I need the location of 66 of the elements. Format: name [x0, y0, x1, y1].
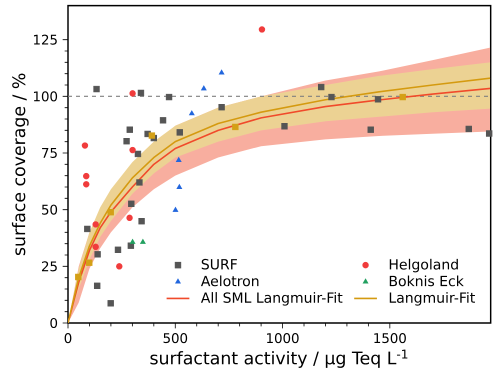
y-tick-label: 50 — [42, 204, 58, 215]
point — [107, 208, 114, 216]
point — [201, 85, 207, 90]
point — [83, 172, 90, 180]
point — [328, 94, 335, 100]
point — [92, 221, 99, 228]
point — [116, 263, 122, 270]
point — [94, 282, 100, 290]
point — [92, 244, 99, 250]
point — [93, 86, 100, 92]
point — [486, 130, 492, 137]
point — [368, 126, 374, 133]
y-tick-label: 25 — [42, 261, 57, 272]
point — [86, 260, 92, 266]
x-tick-label: 0 — [64, 333, 72, 344]
point — [128, 200, 134, 207]
point — [172, 206, 178, 212]
point — [374, 96, 382, 102]
point — [114, 246, 122, 253]
x-tick-label: 500 — [164, 333, 188, 344]
point — [176, 129, 183, 136]
legend-label: Boknis Eck — [390, 275, 464, 286]
point — [107, 300, 114, 306]
point — [94, 251, 101, 258]
point — [166, 94, 172, 100]
point — [318, 84, 324, 90]
point — [176, 157, 182, 162]
legend-label: Helgoland — [390, 258, 458, 272]
point — [399, 94, 406, 100]
x-tick-label: 1500 — [374, 333, 406, 344]
point — [136, 179, 143, 186]
point — [148, 132, 156, 139]
point — [84, 226, 91, 232]
point — [123, 138, 130, 144]
point — [129, 90, 136, 97]
legend-label: All SML Langmuir-Fit — [200, 292, 342, 306]
x-axis-title: surfactant activity / µg Teq L$^{-1}$ — [150, 350, 408, 368]
point — [83, 181, 90, 188]
point — [160, 117, 166, 124]
point — [218, 104, 225, 110]
point — [218, 70, 224, 74]
point — [188, 110, 195, 116]
point — [82, 142, 88, 149]
point — [138, 218, 145, 224]
point — [130, 238, 136, 244]
legend-label: Langmuir-Fit — [390, 292, 475, 306]
y-tick-label: 0 — [50, 318, 58, 328]
legend-label: SURF — [202, 258, 237, 270]
point — [140, 238, 146, 244]
point — [281, 123, 288, 130]
point — [232, 124, 239, 130]
x-tick-label: 1000 — [267, 333, 299, 344]
point — [258, 26, 266, 33]
point — [129, 146, 136, 154]
point — [134, 150, 142, 158]
point — [126, 214, 133, 222]
point — [466, 126, 472, 132]
y-tick-label: 100 — [34, 91, 58, 102]
y-tick-label: 75 — [42, 148, 57, 158]
point — [126, 126, 133, 133]
point — [75, 274, 82, 280]
y-tick-label: 125 — [34, 34, 57, 45]
y-axis-title: surface coverage / % — [12, 74, 29, 256]
point — [138, 90, 144, 96]
legend-label: Aelotron — [200, 275, 258, 286]
point — [176, 184, 182, 189]
